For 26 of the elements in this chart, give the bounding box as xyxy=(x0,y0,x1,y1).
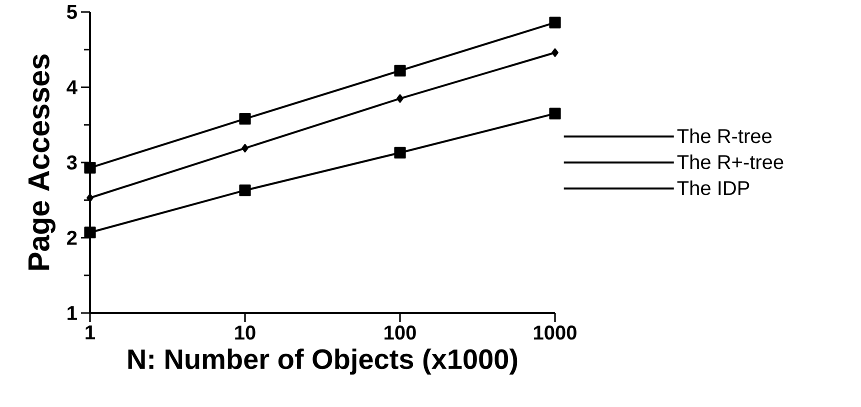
x-axis-title: N: Number of Objects (x1000) xyxy=(128,348,518,375)
point xyxy=(239,184,251,196)
point xyxy=(394,64,406,76)
y-tick-label: 5 xyxy=(66,5,77,19)
x-tick-label: 1000 xyxy=(534,326,576,340)
point xyxy=(239,113,251,125)
y-tick-label: 3 xyxy=(66,155,77,170)
point xyxy=(86,194,94,202)
x-tick-label: 1 xyxy=(86,326,96,340)
point xyxy=(549,16,561,28)
point xyxy=(242,144,248,153)
text: The IDP xyxy=(677,180,750,196)
point xyxy=(84,162,96,174)
y-tick-label: 2 xyxy=(67,230,77,245)
point xyxy=(549,108,561,120)
point xyxy=(84,226,96,238)
point xyxy=(552,48,558,57)
y-axis-title: Page Accesses xyxy=(28,54,56,270)
y-tick-label: 1 xyxy=(68,306,77,320)
point xyxy=(394,146,406,159)
text: The R+-tree xyxy=(677,154,784,170)
text: The R-tree xyxy=(677,128,772,144)
x-tick-label: 100 xyxy=(384,326,416,340)
point xyxy=(396,94,404,103)
y-tick-label: 4 xyxy=(66,80,78,94)
x-tick-label: 10 xyxy=(235,326,256,340)
